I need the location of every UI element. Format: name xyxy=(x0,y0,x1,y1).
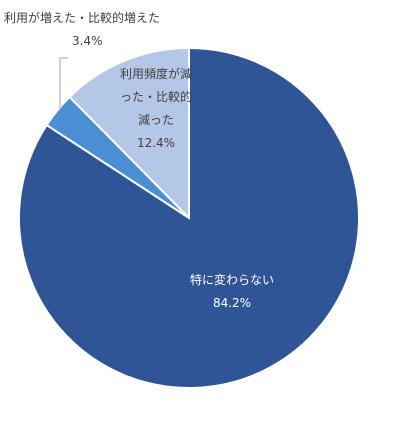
category-label: 利用頻度が減った・比較的減った xyxy=(119,67,192,127)
slice-label: 特に変わらない 84.2% xyxy=(182,269,282,315)
category-label: 利用が増えた・比較的増えた xyxy=(4,11,161,25)
leader-line xyxy=(59,57,68,108)
pie-slice xyxy=(68,46,190,221)
value-label: 12.4% xyxy=(136,136,176,150)
category-label: 特に変わらない xyxy=(189,273,274,287)
slice-label: 利用が増えた・比較的増えた 3.4% xyxy=(4,7,174,53)
value-label: 84.2% xyxy=(212,296,252,310)
value-label: 3.4% xyxy=(72,34,103,48)
slice-label: 利用頻度が減った・比較的減った 12.4% xyxy=(118,63,194,155)
pie-slice xyxy=(18,46,360,389)
